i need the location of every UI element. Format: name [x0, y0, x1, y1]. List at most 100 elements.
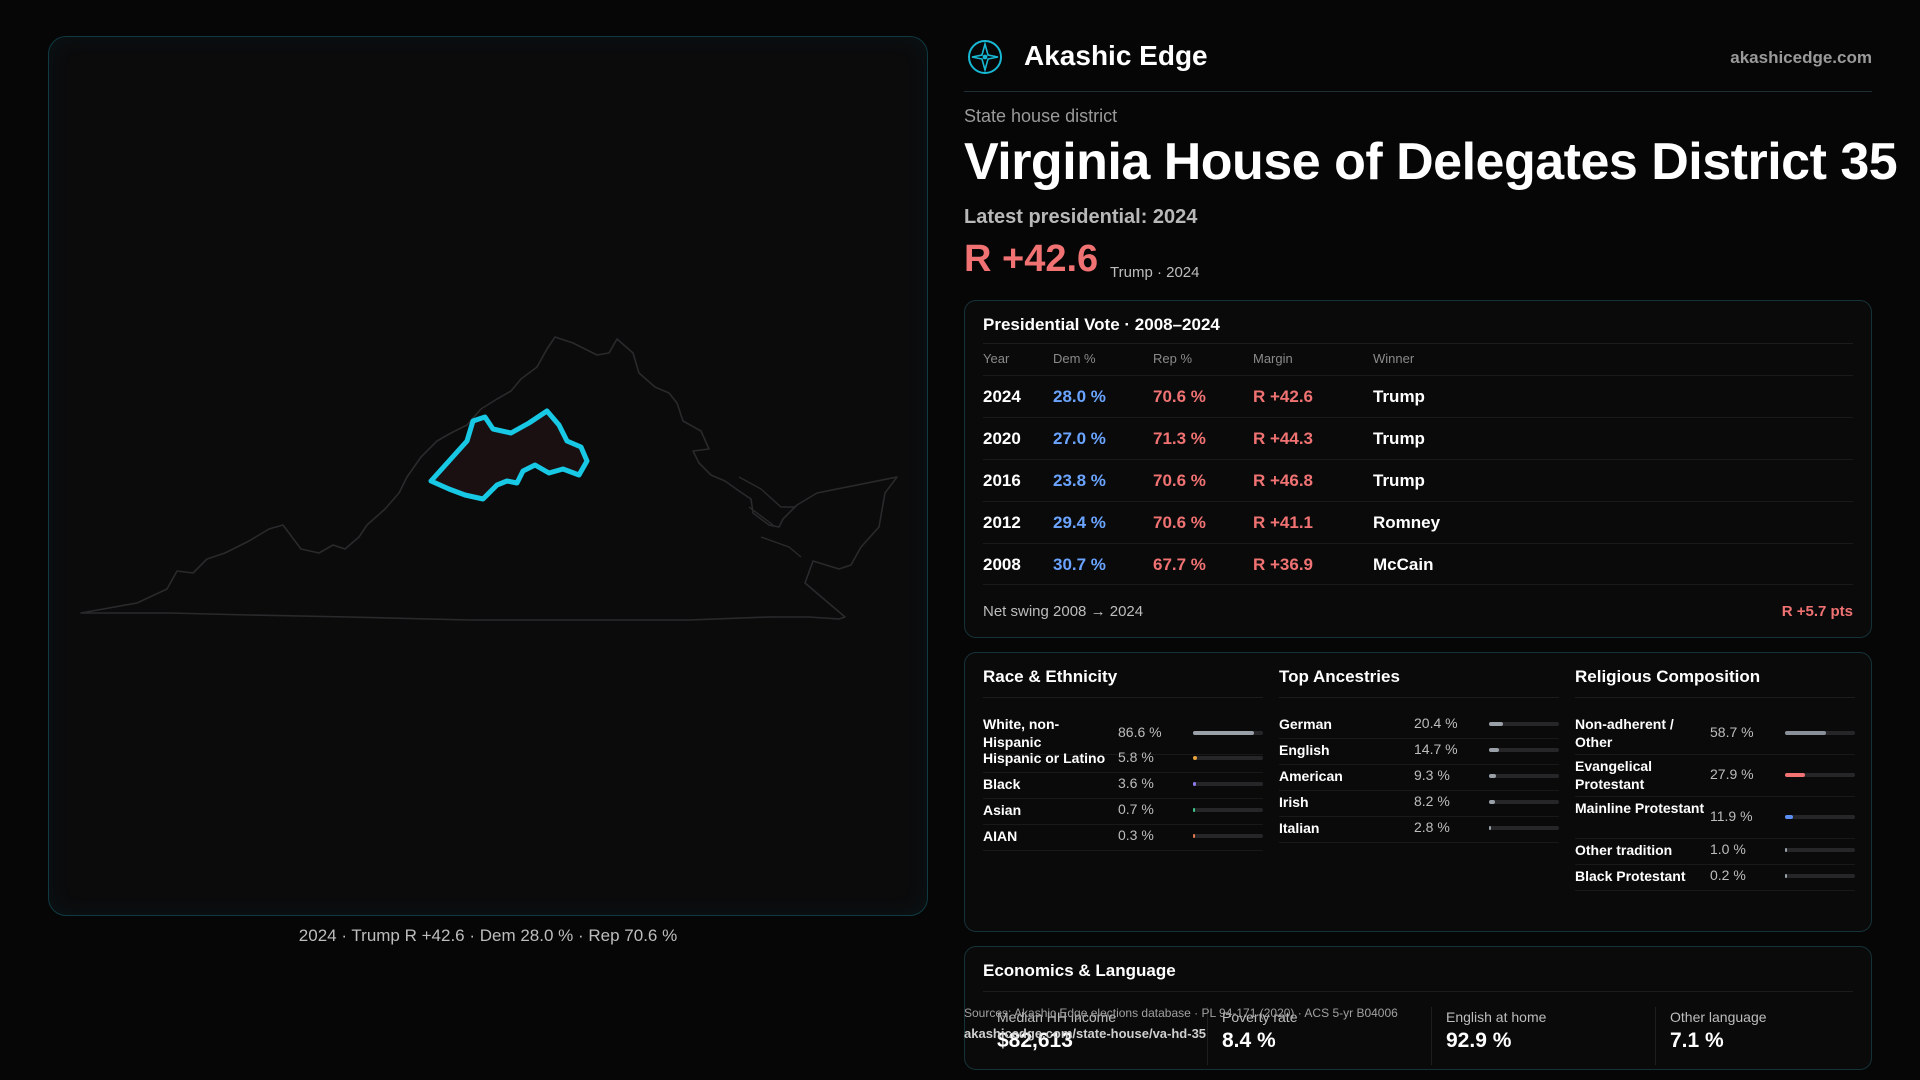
list-item[interactable]: Non-adherent / Other 58.7 %	[1575, 713, 1855, 755]
latest-presidential-label: Latest presidential: 2024	[964, 206, 1198, 228]
card-divider	[983, 991, 1853, 992]
list-item[interactable]: Black 3.6 %	[983, 773, 1263, 799]
table-row[interactable]: 2020 27.0 % 71.3 % R +44.3 Trump	[983, 417, 1853, 459]
margin-cell: R +44.3	[1253, 429, 1314, 448]
stat-value: 92.9 %	[1446, 1029, 1512, 1052]
table-row[interactable]: 2016 23.8 % 70.6 % R +46.8 Trump	[983, 459, 1853, 501]
item-label: Other tradition	[1575, 842, 1673, 858]
item-label: English	[1279, 742, 1330, 758]
year-cell: 2024	[983, 387, 1021, 406]
item-label: Italian	[1279, 820, 1320, 836]
chesapeake-shoreline	[738, 476, 802, 558]
religious-composition-section: Religious Composition Non-adherent / Oth…	[1575, 653, 1855, 933]
demographics-card: Race & Ethnicity White, non-Hispanic 86.6…	[964, 652, 1872, 932]
list-item[interactable]: AIAN 0.3 %	[983, 825, 1263, 851]
item-value: 0.3 %	[1118, 827, 1154, 843]
item-value: 3.6 %	[1118, 775, 1154, 791]
list-item[interactable]: Mainline Protestant 11.9 %	[1575, 797, 1855, 839]
stat-label: Other language	[1670, 1009, 1767, 1025]
list-item[interactable]: White, non-Hispanic 86.6 %	[983, 713, 1263, 755]
compass-rose-icon[interactable]	[966, 38, 1004, 76]
share-bar-fill	[1785, 773, 1805, 777]
list-item[interactable]: Asian 0.7 %	[983, 799, 1263, 825]
dem-cell: 29.4 %	[1053, 513, 1106, 532]
list-item[interactable]: Italian 2.8 %	[1279, 817, 1559, 843]
share-bar-fill	[1785, 848, 1787, 852]
rep-cell: 71.3 %	[1153, 429, 1206, 448]
religious-composition-title: Religious Composition	[1575, 667, 1761, 686]
year-cell: 2020	[983, 429, 1021, 448]
virginia-state-outline	[80, 336, 898, 621]
map-caption: 2024 · Trump R +42.6 · Dem 28.0 % · Rep …	[298, 926, 678, 945]
page-title: Virginia House of Delegates District 35	[964, 133, 1898, 191]
dem-cell: 30.7 %	[1053, 555, 1106, 574]
sources-note: Sources: Akashic Edge elections database…	[964, 1006, 1398, 1020]
share-bar-fill	[1193, 731, 1254, 735]
col-header-dem: Dem %	[1053, 351, 1096, 366]
share-bar-fill	[1193, 808, 1195, 812]
item-value: 86.6 %	[1118, 724, 1162, 740]
winner-cell: Trump	[1373, 387, 1425, 406]
item-value: 0.2 %	[1710, 867, 1746, 883]
list-item[interactable]: Other tradition 1.0 %	[1575, 839, 1855, 865]
share-bar-track	[1489, 800, 1559, 804]
year-cell: 2008	[983, 555, 1021, 574]
brand-name[interactable]: Akashic Edge	[1024, 40, 1208, 71]
stat-value: 8.4 %	[1222, 1029, 1276, 1052]
share-bar-fill	[1489, 722, 1503, 726]
detail-panel: Akashic Edge akashicedge.com State house…	[964, 0, 1898, 1080]
list-item[interactable]: English 14.7 %	[1279, 739, 1559, 765]
share-bar-track	[1193, 756, 1263, 760]
net-swing-value: R +5.7 pts	[1781, 603, 1853, 620]
year-cell: 2012	[983, 513, 1021, 532]
item-label: German	[1279, 716, 1332, 732]
share-bar-fill	[1785, 815, 1793, 819]
share-bar-track	[1785, 848, 1855, 852]
share-bar-fill	[1785, 874, 1787, 878]
economics-card-title: Economics & Language	[983, 961, 1176, 980]
item-value: 27.9 %	[1710, 766, 1754, 782]
list-item[interactable]: Evangelical Protestant 27.9 %	[1575, 755, 1855, 797]
dem-cell: 28.0 %	[1053, 387, 1106, 406]
share-bar-fill	[1785, 731, 1826, 735]
list-item[interactable]: Black Protestant 0.2 %	[1575, 865, 1855, 891]
dem-cell: 27.0 %	[1053, 429, 1106, 448]
item-value: 1.0 %	[1710, 841, 1746, 857]
presidential-card-title: Presidential Vote · 2008–2024	[983, 315, 1220, 334]
latest-margin-caption: Trump · 2024	[1110, 264, 1200, 281]
winner-cell: Trump	[1373, 429, 1425, 448]
item-value: 58.7 %	[1710, 724, 1754, 740]
brand-url-link[interactable]: akashicedge.com	[1730, 48, 1872, 67]
share-bar-track	[1489, 774, 1559, 778]
share-bar-track	[1193, 808, 1263, 812]
item-value: 20.4 %	[1414, 715, 1458, 731]
rep-cell: 70.6 %	[1153, 471, 1206, 490]
district-35-outline[interactable]	[428, 408, 590, 502]
share-bar-track	[1489, 826, 1559, 830]
map-panel[interactable]	[48, 36, 928, 916]
item-value: 11.9 %	[1710, 808, 1753, 824]
list-item[interactable]: German 20.4 %	[1279, 713, 1559, 739]
share-bar-fill	[1193, 782, 1196, 786]
item-value: 14.7 %	[1414, 741, 1458, 757]
winner-cell: Romney	[1373, 513, 1441, 532]
latest-margin-value: R +42.6	[964, 238, 1099, 280]
table-row[interactable]: 2008 30.7 % 67.7 % R +36.9 McCain	[983, 543, 1853, 585]
item-value: 9.3 %	[1414, 767, 1450, 783]
share-bar-fill	[1489, 774, 1496, 778]
section-divider	[1279, 697, 1559, 698]
table-row[interactable]: 2024 28.0 % 70.6 % R +42.6 Trump	[983, 375, 1853, 417]
item-label: American	[1279, 768, 1343, 784]
item-value: 0.7 %	[1118, 801, 1154, 817]
share-bar-track	[1193, 834, 1263, 838]
list-item[interactable]: Irish 8.2 %	[1279, 791, 1559, 817]
district-map[interactable]	[49, 37, 929, 917]
col-header-year: Year	[983, 351, 1010, 366]
list-item[interactable]: American 9.3 %	[1279, 765, 1559, 791]
list-item[interactable]: Hispanic or Latino 5.8 %	[983, 747, 1263, 773]
col-header-winner: Winner	[1373, 351, 1415, 366]
page-url-link[interactable]: akashicedge.com/state-house/va-hd-35	[964, 1026, 1207, 1041]
item-label: Asian	[983, 802, 1022, 818]
item-label: White, non-Hispanic	[983, 716, 1060, 750]
table-row[interactable]: 2012 29.4 % 70.6 % R +41.1 Romney	[983, 501, 1853, 543]
